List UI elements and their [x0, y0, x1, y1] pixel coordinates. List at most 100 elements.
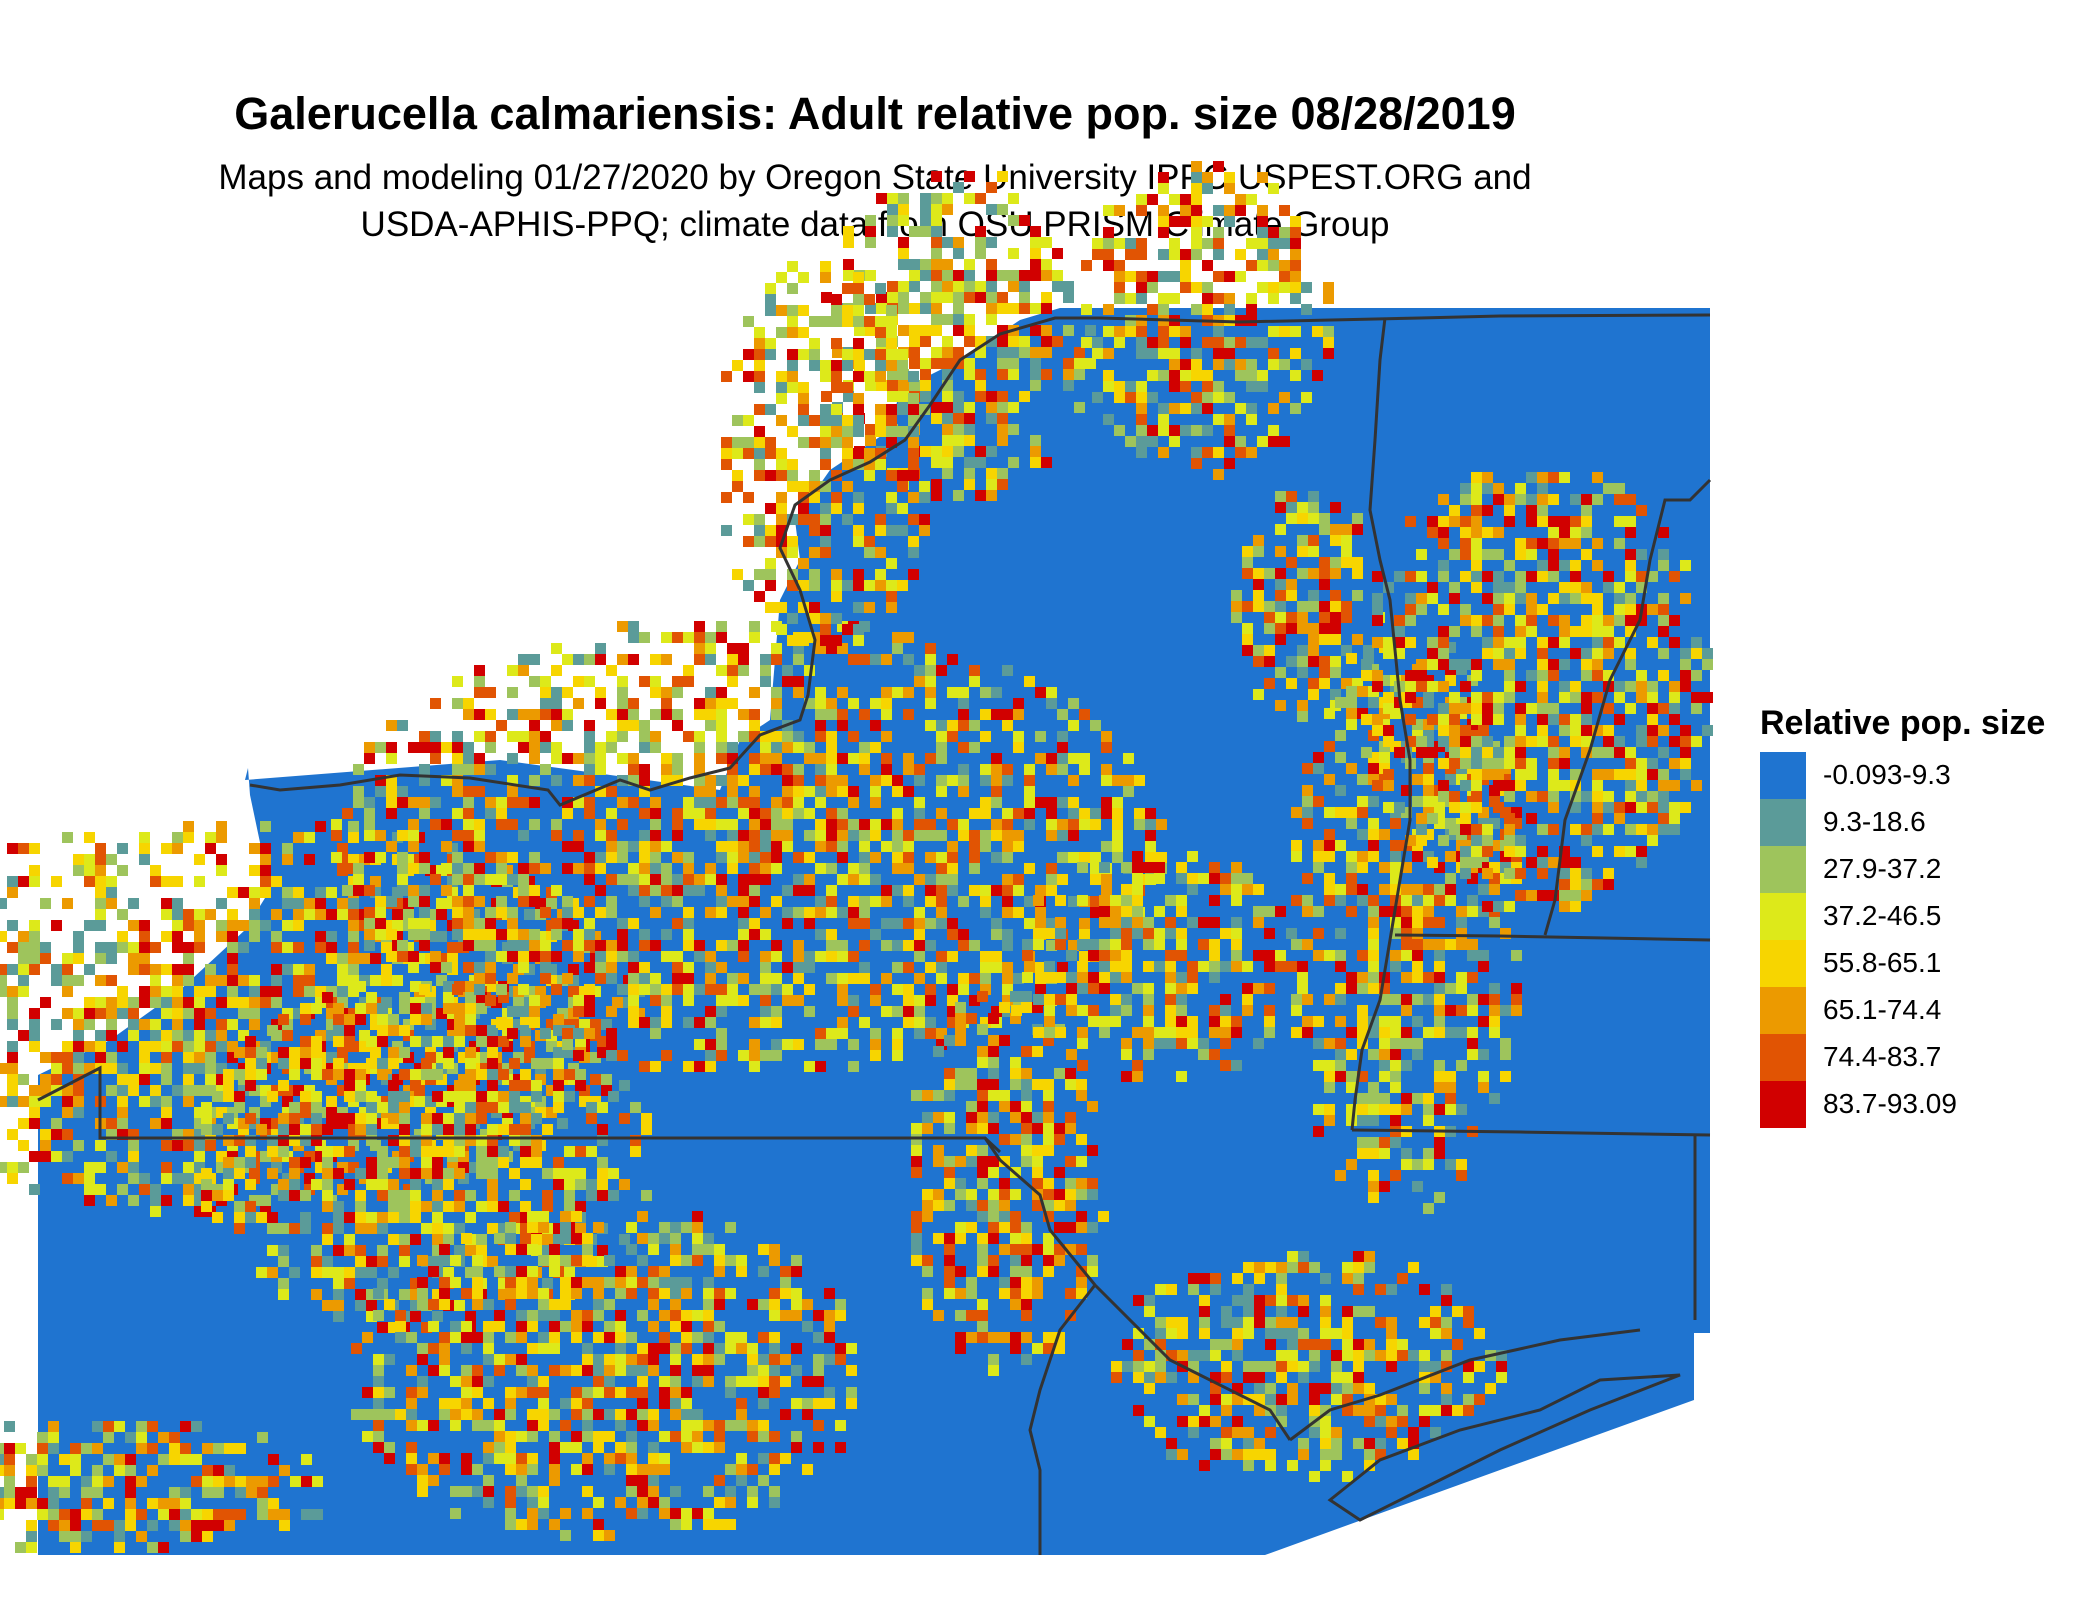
raster-cell	[859, 742, 870, 753]
raster-cell	[1390, 1071, 1401, 1082]
raster-cell	[1180, 326, 1191, 337]
raster-cell	[749, 863, 760, 874]
raster-cell	[1191, 304, 1202, 315]
raster-cell	[842, 283, 853, 294]
raster-cell	[1324, 1115, 1335, 1126]
raster-cell	[1136, 282, 1147, 293]
raster-cell	[1147, 425, 1158, 436]
raster-cell	[1136, 205, 1147, 216]
raster-cell	[727, 940, 738, 951]
raster-cell	[865, 380, 876, 391]
raster-cell	[619, 1113, 630, 1124]
raster-cell	[1074, 347, 1085, 358]
raster-cell	[333, 1267, 344, 1278]
raster-cell	[1166, 1372, 1177, 1383]
raster-cell	[942, 380, 953, 391]
raster-cell	[304, 1173, 315, 1184]
raster-cell	[1136, 414, 1147, 425]
raster-cell	[1041, 457, 1052, 468]
raster-cell	[942, 402, 953, 413]
raster-cell	[381, 975, 392, 986]
raster-cell	[661, 885, 672, 896]
raster-cell	[903, 995, 914, 1006]
raster-cell	[1423, 895, 1434, 906]
raster-cell	[914, 665, 925, 676]
raster-cell	[584, 720, 595, 731]
raster-cell	[1101, 742, 1112, 753]
raster-cell	[7, 986, 18, 997]
raster-cell	[573, 1050, 584, 1061]
raster-cell	[1101, 731, 1112, 742]
raster-cell	[661, 863, 672, 874]
raster-cell	[1257, 172, 1268, 183]
raster-cell	[1276, 1317, 1287, 1328]
raster-cell	[619, 1179, 630, 1190]
raster-cell	[1537, 692, 1548, 703]
raster-cell	[1353, 1350, 1364, 1361]
raster-cell	[1416, 604, 1427, 615]
raster-cell	[1024, 676, 1035, 687]
raster-cell	[887, 193, 898, 204]
raster-cell	[980, 885, 991, 896]
raster-cell	[1335, 928, 1346, 939]
raster-cell	[498, 1201, 509, 1212]
raster-cell	[875, 283, 886, 294]
raster-cell	[1357, 1071, 1368, 1082]
raster-cell	[909, 281, 920, 292]
raster-cell	[194, 942, 205, 953]
raster-cell	[562, 918, 573, 929]
raster-cell	[344, 1091, 355, 1102]
raster-cell	[738, 775, 749, 786]
raster-cell	[1482, 846, 1493, 857]
raster-cell	[639, 852, 650, 863]
raster-cell	[432, 1223, 443, 1234]
raster-cell	[355, 1168, 366, 1179]
raster-cell	[1669, 802, 1680, 813]
raster-cell	[333, 1014, 344, 1025]
raster-cell	[1482, 758, 1493, 769]
raster-cell	[842, 349, 853, 360]
raster-cell	[410, 1278, 421, 1289]
raster-cell	[1286, 491, 1297, 502]
raster-cell	[1232, 1273, 1243, 1284]
raster-cell	[7, 1019, 18, 1030]
raster-cell	[282, 854, 293, 865]
raster-cell	[397, 951, 408, 962]
raster-cell	[843, 270, 854, 281]
raster-cell	[1430, 1317, 1441, 1328]
raster-cell	[608, 1091, 619, 1102]
raster-cell	[1024, 775, 1035, 786]
raster-cell	[958, 775, 969, 786]
raster-cell	[975, 248, 986, 259]
raster-cell	[452, 852, 463, 863]
raster-cell	[1581, 747, 1592, 758]
raster-cell	[1052, 336, 1063, 347]
raster-cell	[705, 643, 716, 654]
raster-cell	[1024, 797, 1035, 808]
raster-cell	[1482, 549, 1493, 560]
raster-cell	[919, 481, 930, 492]
raster-cell	[366, 1157, 377, 1168]
raster-cell	[441, 819, 452, 830]
raster-cell	[809, 481, 820, 492]
raster-cell	[1669, 758, 1680, 769]
raster-cell	[271, 1019, 282, 1030]
raster-cell	[661, 654, 672, 665]
raster-cell	[1158, 447, 1169, 458]
raster-cell	[1297, 711, 1308, 722]
raster-cell	[1235, 403, 1246, 414]
raster-cell	[1101, 874, 1112, 885]
raster-cell	[540, 698, 551, 709]
raster-cell	[227, 942, 238, 953]
raster-cell	[914, 797, 925, 808]
raster-cell	[293, 1085, 304, 1096]
raster-cell	[853, 602, 864, 613]
raster-cell	[1199, 1273, 1210, 1284]
raster-cell	[732, 437, 743, 448]
raster-cell	[1361, 659, 1372, 670]
raster-cell	[584, 918, 595, 929]
raster-cell	[650, 1017, 661, 1028]
raster-cell	[826, 1039, 837, 1050]
raster-cell	[1405, 670, 1416, 681]
raster-cell	[355, 1124, 366, 1135]
